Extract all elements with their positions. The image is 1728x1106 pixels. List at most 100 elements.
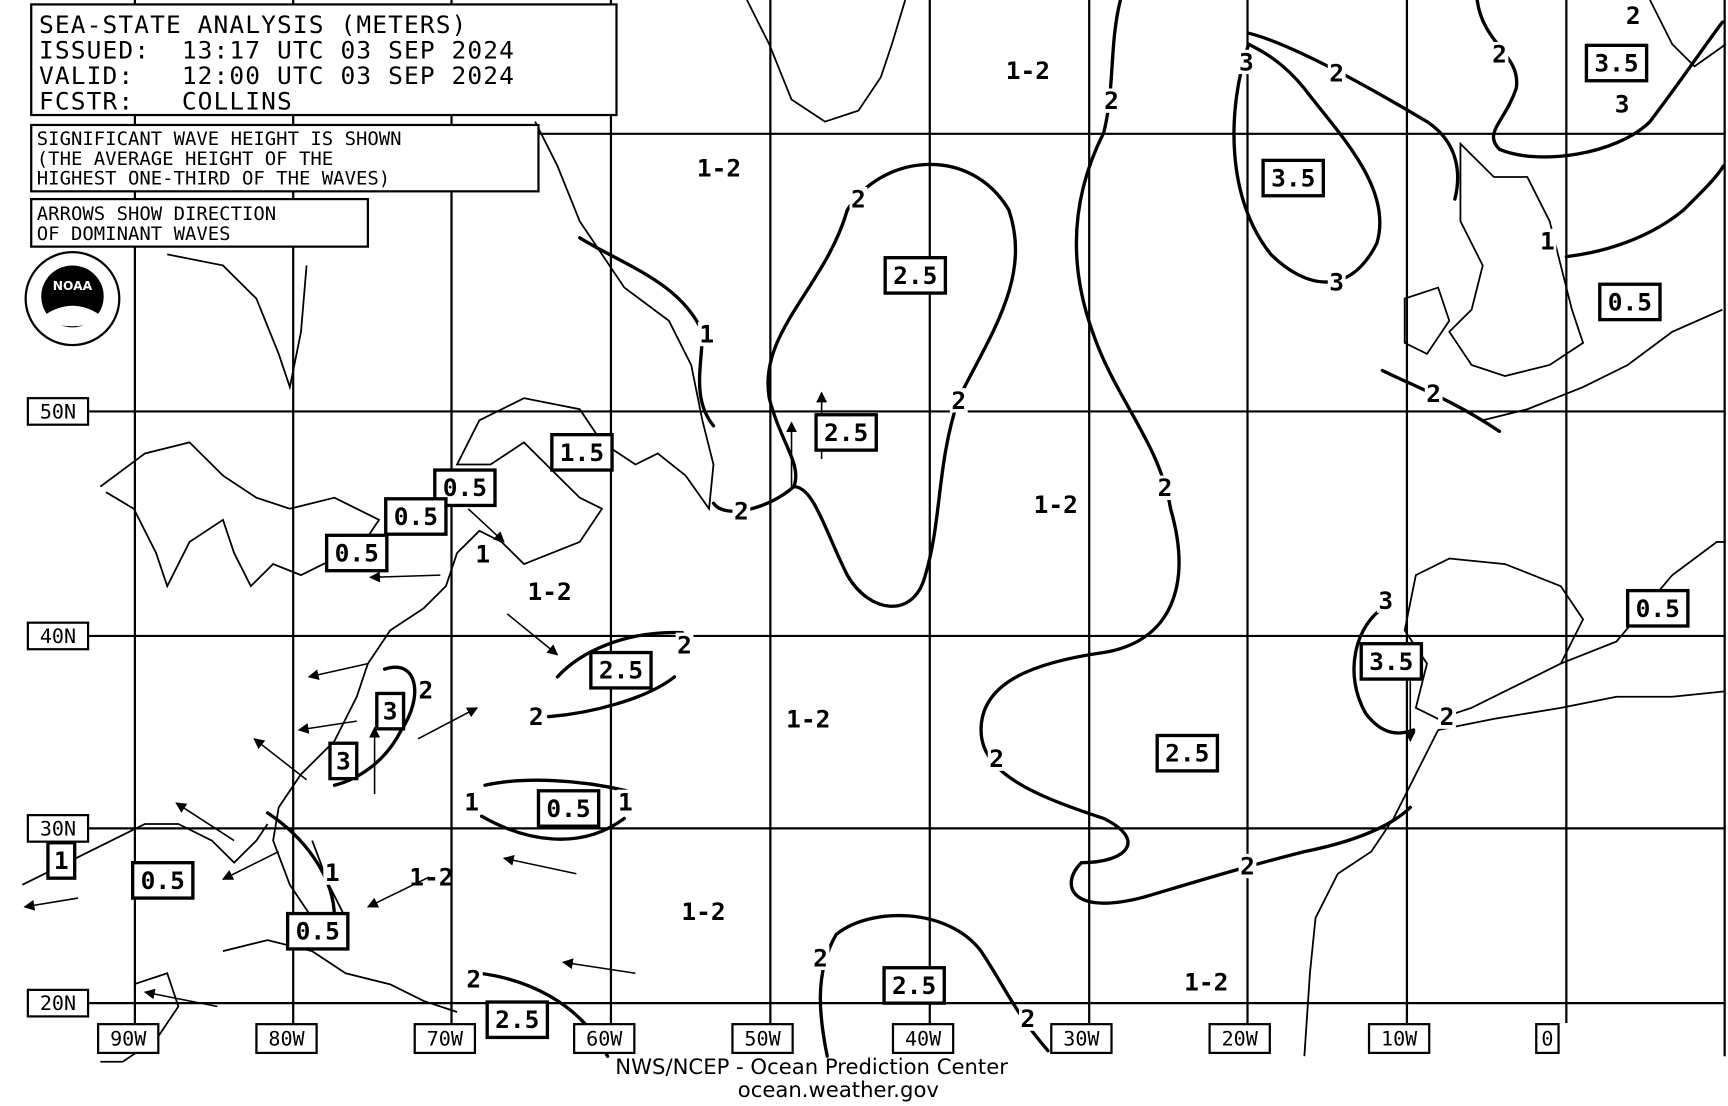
longitude-label: 80W [255, 1023, 318, 1055]
range-label: 1-2 [409, 863, 453, 892]
range-label: 1-2 [681, 897, 725, 926]
longitude-text: 90W [110, 1027, 147, 1051]
height-value: 0.5 [546, 794, 590, 823]
boxed-height-label: 0.5 [1598, 282, 1662, 322]
height-value: 2.5 [1165, 739, 1209, 768]
contour-label: 2 [418, 676, 433, 705]
longitude-label: 90W [96, 1023, 160, 1055]
contour-label: 1 [325, 858, 340, 887]
range-label: 1-2 [527, 577, 571, 606]
longitude-text: 20W [1222, 1027, 1259, 1051]
arrow [307, 662, 369, 681]
boxed-height-label: 2.5 [1155, 733, 1220, 773]
boxed-height-label: 0.5 [1625, 588, 1690, 628]
arrow [143, 988, 218, 1008]
map-title: SEA-STATE ANALYSIS (METERS) [39, 10, 467, 39]
contour-label: 3 [1378, 586, 1393, 615]
contour-label: 1 [1540, 227, 1555, 256]
note-line: SIGNIFICANT WAVE HEIGHT IS SHOWN [37, 128, 402, 150]
contour-label: 2 [1626, 1, 1641, 30]
contour-label: 2 [529, 702, 544, 731]
contour-label: 2 [813, 943, 828, 972]
latitude-label: 50N [26, 397, 90, 426]
latitude-text: 50N [40, 399, 76, 423]
contour-label: 2 [1426, 379, 1441, 408]
longitude-text: 30W [1063, 1027, 1100, 1051]
coastlines [21, 0, 1727, 1063]
range-label: 1-2 [1034, 490, 1078, 519]
height-value: 1 [54, 846, 69, 875]
contour-label: 1 [475, 540, 490, 569]
height-value: 0.5 [443, 473, 487, 502]
contour-label: 3 [1615, 90, 1630, 119]
longitude-label: 20W [1208, 1023, 1271, 1055]
contour-label: 2 [466, 964, 481, 993]
height-value: 1.5 [560, 438, 604, 467]
height-value: 0.5 [335, 539, 379, 568]
arrow [366, 876, 430, 908]
note-line: (THE AVERAGE HEIGHT OF THE [37, 148, 333, 170]
contour-label: 2 [1021, 1004, 1036, 1033]
arrow [253, 738, 308, 781]
boxed-height-label: 2.5 [485, 1000, 550, 1040]
boxed-height-label: 0.5 [536, 789, 601, 828]
contour-label: 1 [464, 787, 479, 816]
range-label: 1-2 [1184, 968, 1228, 997]
latitude-text: 20N [40, 991, 76, 1015]
latitude-labels: 50N 40N 30N 20N [26, 397, 90, 1018]
arrow [417, 707, 479, 740]
boxed-height-label: 0.5 [285, 911, 350, 951]
arrow [297, 720, 357, 734]
note-line: OF DOMINANT WAVES [37, 223, 231, 245]
boxed-height-label: 3.5 [1359, 642, 1424, 681]
boxed-height-label: 2.5 [882, 966, 946, 1005]
latitude-label: 20N [26, 988, 90, 1018]
boxed-height-label: 0.5 [384, 497, 448, 536]
longitude-label: 70W [413, 1023, 477, 1055]
longitude-text: 0 [1541, 1027, 1553, 1051]
header-box: SEA-STATE ANALYSIS (METERS) ISSUED: 13:1… [30, 3, 618, 117]
boxed-height-label: 1 [46, 841, 77, 880]
height-value: 3.5 [1369, 647, 1413, 676]
longitude-text: 80W [268, 1027, 305, 1051]
note-line: HIGHEST ONE-THIRD OF THE WAVES) [37, 168, 390, 190]
boxed-height-label: 1.5 [550, 432, 614, 472]
arrow [23, 897, 79, 911]
boxed-height-label: 0.5 [324, 533, 389, 573]
contour-label: 2 [734, 497, 749, 526]
longitude-text: 40W [905, 1027, 942, 1051]
boxed-height-label: 3 [375, 691, 406, 731]
arrow [369, 571, 441, 583]
height-value: 2.5 [599, 656, 643, 685]
height-value: 3.5 [1271, 164, 1315, 193]
footer-credit: NWS/NCEP - Ocean Prediction Center [615, 1054, 1008, 1079]
contour-label: 3 [1329, 268, 1344, 297]
height-value: 0.5 [1608, 287, 1652, 316]
longitude-label: 50W [731, 1023, 794, 1055]
range-label: 1-2 [1006, 56, 1050, 85]
boxed-height-label: 3.5 [1584, 43, 1649, 83]
range-label: 1-2 [697, 154, 741, 183]
boxed-height-label: 2.5 [814, 413, 878, 452]
longitude-text: 10W [1381, 1027, 1418, 1051]
noaa-logo: NOAA [24, 251, 121, 347]
boxed-height-label: 2.5 [589, 650, 653, 690]
arrows-note: ARROWS SHOW DIRECTION OF DOMINANT WAVES [30, 197, 370, 248]
height-value: 3 [336, 746, 351, 775]
height-value: 0.5 [394, 502, 438, 531]
height-value: 2.5 [495, 1005, 539, 1034]
arrow [175, 802, 235, 842]
contour-label: 2 [1492, 40, 1507, 69]
boxed-height-label: 0.5 [130, 861, 195, 900]
longitude-label: 60W [573, 1023, 636, 1055]
height-value: 3.5 [1594, 49, 1638, 78]
longitude-text: 50W [744, 1027, 781, 1051]
height-value: 0.5 [1636, 594, 1680, 623]
logo-text: NOAA [53, 279, 93, 293]
footer-url: ocean.weather.gov [738, 1077, 939, 1102]
height-value: 2.5 [893, 261, 937, 290]
contour-label: 2 [851, 185, 866, 214]
height-value: 0.5 [141, 866, 185, 895]
note-line: ARROWS SHOW DIRECTION [37, 203, 276, 225]
